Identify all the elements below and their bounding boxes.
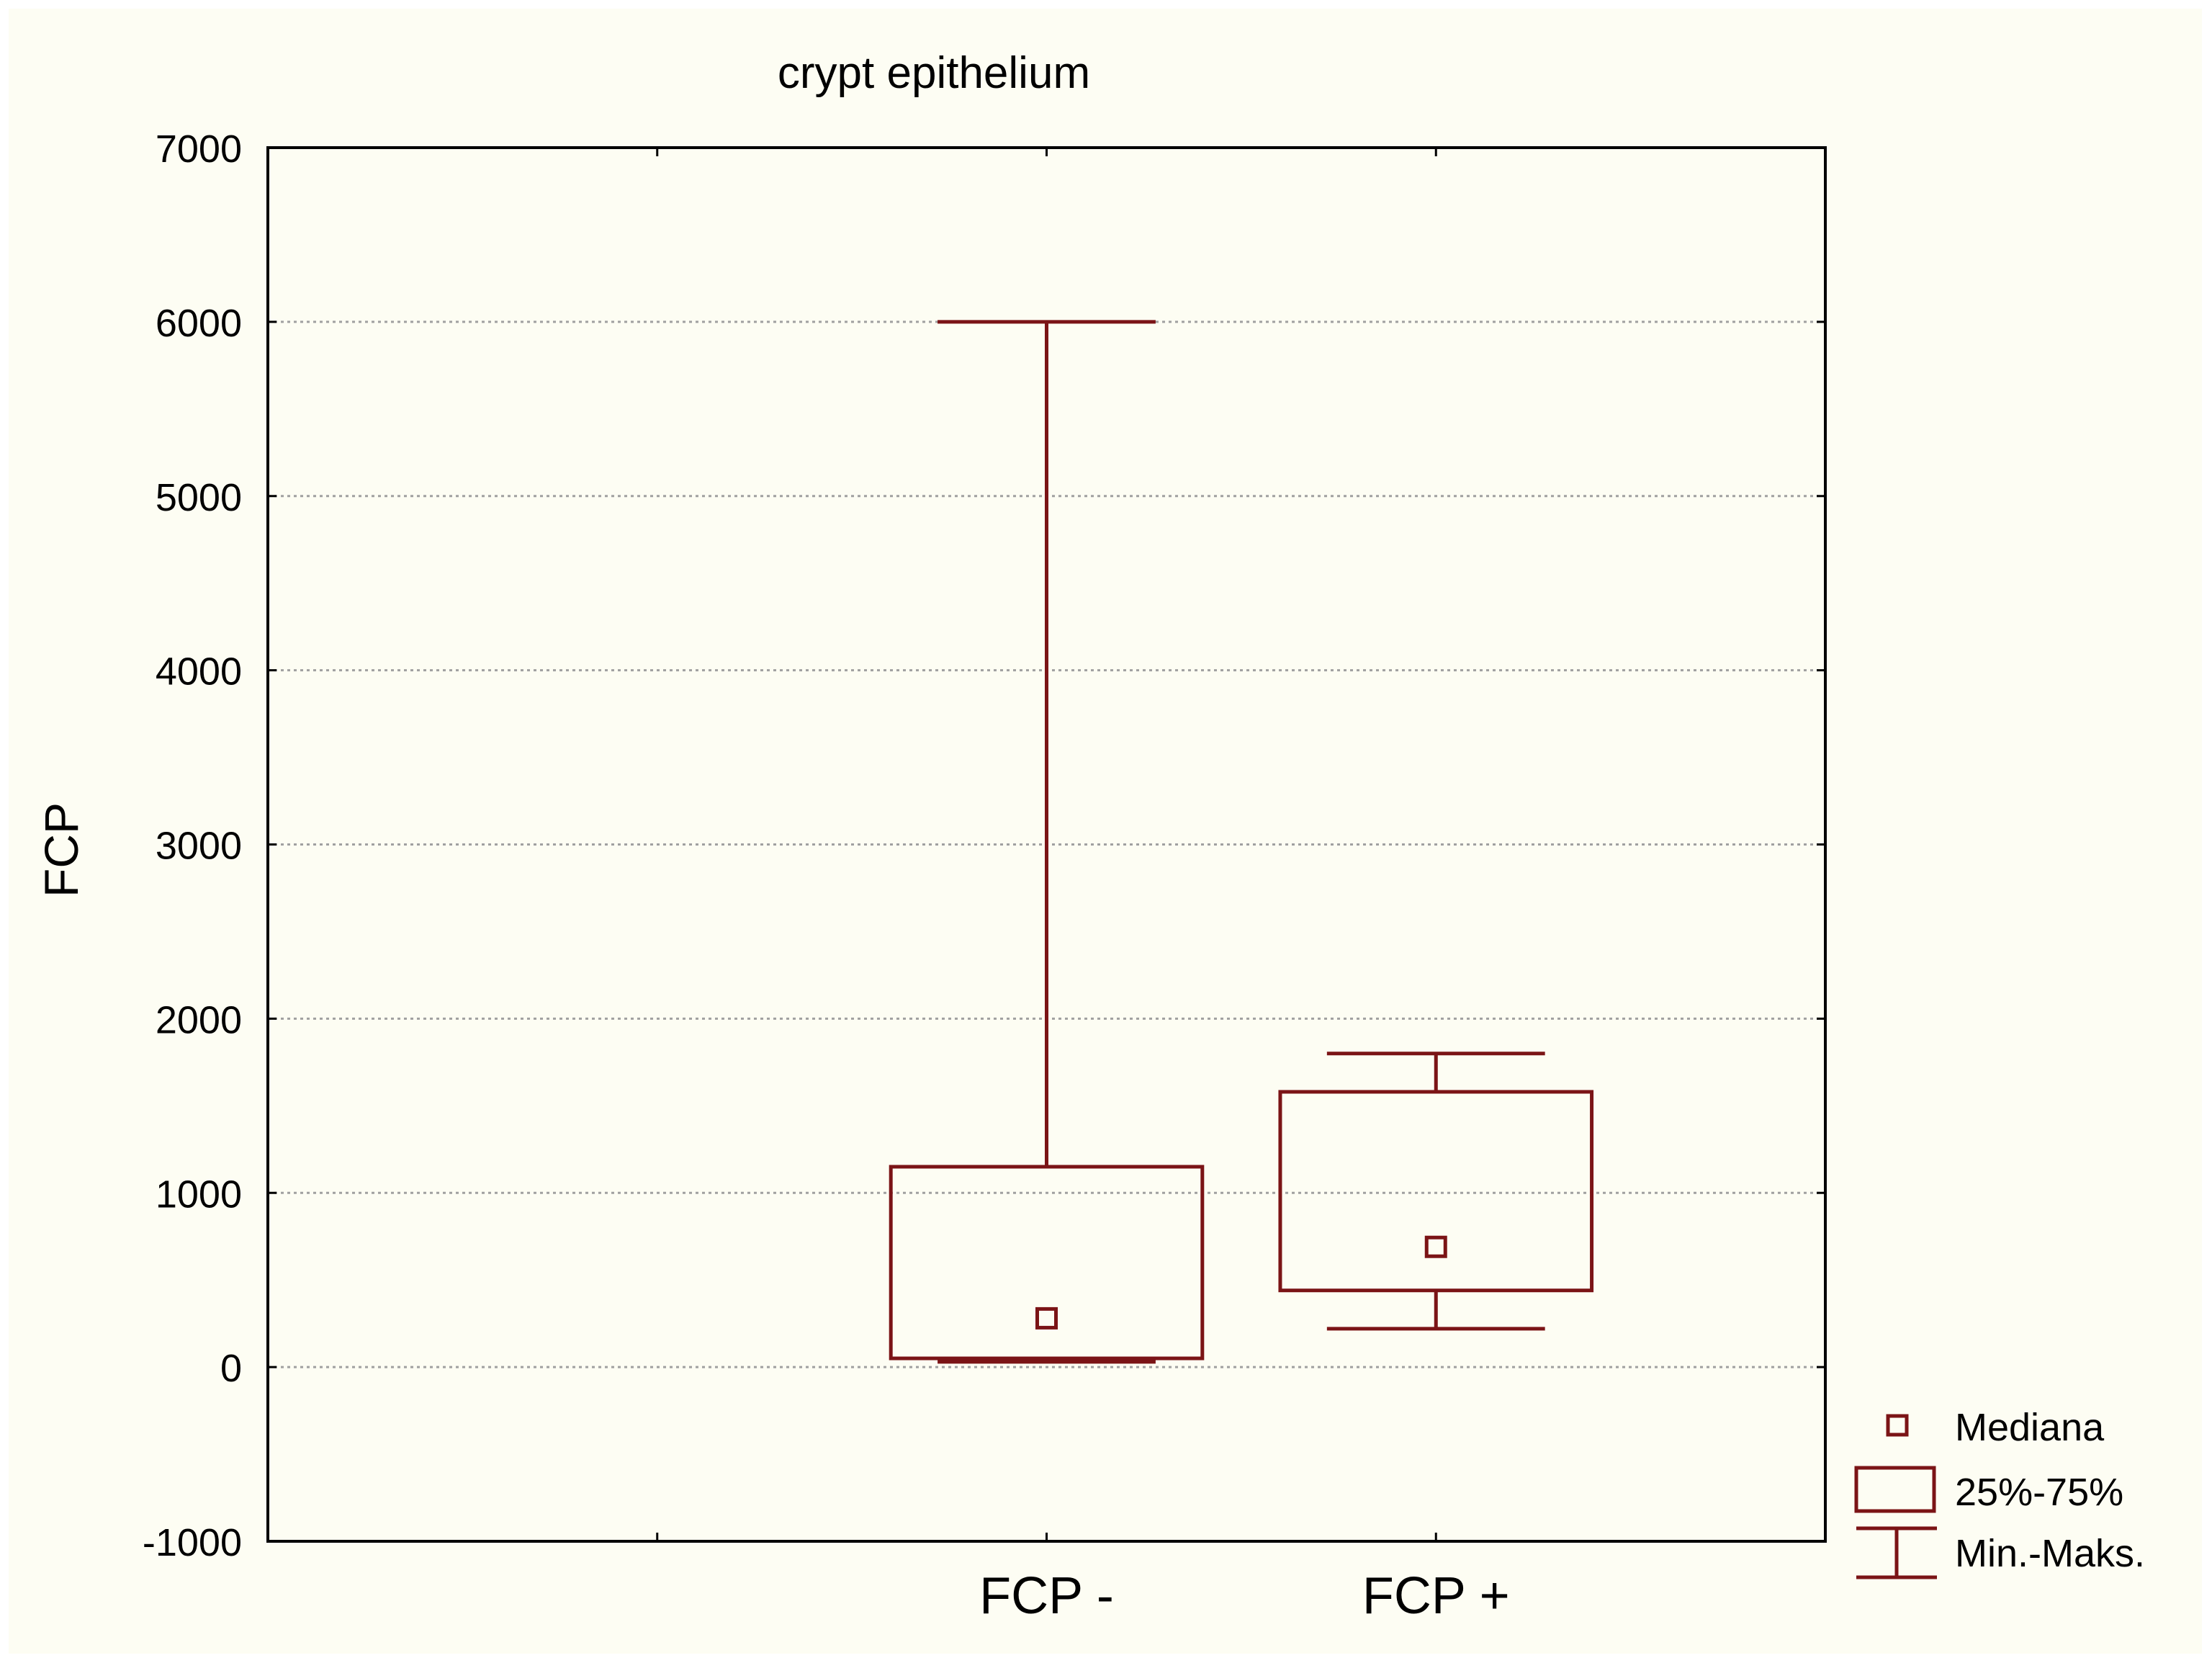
median-marker bbox=[1035, 1306, 1058, 1330]
y-tick-label: 3000 bbox=[156, 825, 242, 868]
box-group bbox=[1278, 1052, 1594, 1331]
legend-minmax-marker bbox=[1856, 1526, 1937, 1579]
y-tick-label: 5000 bbox=[156, 476, 242, 519]
median-marker bbox=[1424, 1235, 1447, 1258]
legend-median-marker bbox=[1886, 1414, 1909, 1437]
axis-ticks bbox=[268, 146, 1825, 1543]
y-tick-labels: -1000 0 1000 2000 3000 4000 5000 6000 7000 bbox=[143, 127, 242, 1564]
legend-median-label: Mediana bbox=[1955, 1406, 2105, 1449]
y-tick-label: 2000 bbox=[156, 998, 242, 1041]
iqr-box bbox=[889, 1165, 1205, 1361]
chart-legend: Mediana 25%-75% Min.-Maks. bbox=[1854, 1406, 2145, 1579]
y-axis-label: FCP bbox=[35, 802, 88, 897]
legend-iqr-label: 25%-75% bbox=[1955, 1471, 2123, 1514]
legend-minmax-label: Min.-Maks. bbox=[1955, 1532, 2145, 1575]
legend-iqr-swatch bbox=[1854, 1466, 1936, 1513]
chart-title: crypt epithelium bbox=[778, 48, 1090, 98]
y-tick-label: 1000 bbox=[156, 1173, 242, 1216]
x-tick-label: FCP + bbox=[1362, 1567, 1510, 1625]
y-tick-label: 7000 bbox=[156, 127, 242, 171]
y-tick-label: 6000 bbox=[156, 302, 242, 345]
iqr-box bbox=[1278, 1090, 1594, 1293]
y-tick-label: 0 bbox=[220, 1347, 242, 1390]
chart-panel bbox=[9, 9, 2202, 1654]
y-tick-label: -1000 bbox=[143, 1521, 242, 1564]
box-series bbox=[889, 320, 1594, 1364]
box-group bbox=[889, 320, 1205, 1364]
x-tick-label: FCP - bbox=[979, 1567, 1114, 1625]
y-tick-label: 4000 bbox=[156, 650, 242, 694]
x-tick-labels: FCP - FCP + bbox=[979, 1567, 1509, 1625]
